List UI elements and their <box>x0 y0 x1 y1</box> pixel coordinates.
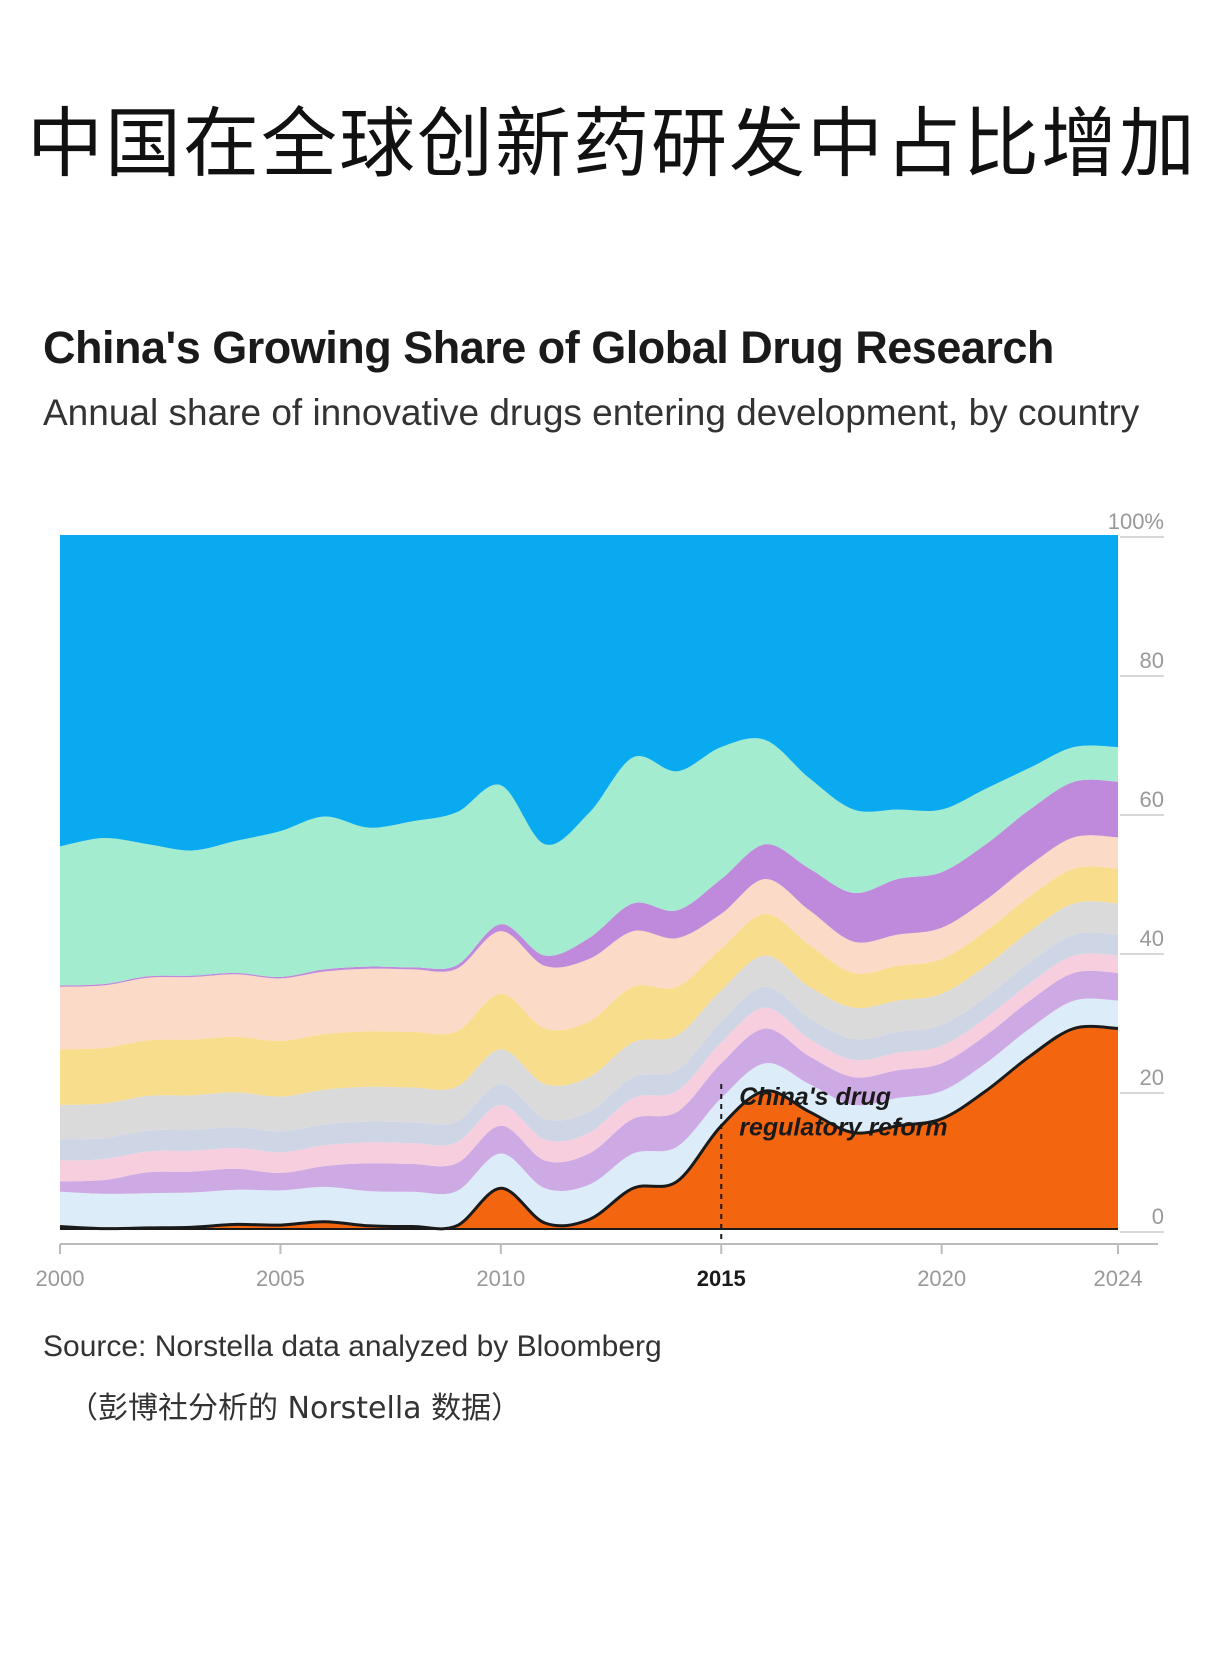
y-tick-label-60: 60 <box>1140 787 1164 812</box>
area-others <box>60 998 1118 1229</box>
y-tick-label-0: 0 <box>1152 1204 1164 1229</box>
chart-title: China's Growing Share of Global Drug Res… <box>43 322 1054 373</box>
y-tick-label-20: 20 <box>1140 1065 1164 1090</box>
area-layers <box>60 535 1118 1230</box>
series-labels: USEUUKJapanOthersSwitzerlandAustraliaCan… <box>739 1083 947 1142</box>
axes: 2000 2005 2010 2015 2020 2024 0 20 40 60 80 100% <box>36 509 1164 1291</box>
y-tick-label-80: 80 <box>1140 648 1164 673</box>
area-japan <box>60 866 1118 1105</box>
area-india <box>60 932 1118 1161</box>
china-outline-layer <box>59 1024 1119 1231</box>
x-tick-label-2015: 2015 <box>697 1266 746 1291</box>
x-tick-label-2005: 2005 <box>256 1266 305 1291</box>
annotation-line-2: regulatory reform <box>739 1113 947 1141</box>
area-switzerland <box>60 901 1118 1140</box>
chart-subtitle: Annual share of innovative drugs enterin… <box>43 392 1140 433</box>
area-china <box>60 1026 1118 1230</box>
y-tick-label-100%: 100% <box>1108 509 1164 534</box>
source-note: Source: Norstella data analyzed by Bloom… <box>43 1330 662 1363</box>
x-tick-label-2020: 2020 <box>917 1266 966 1291</box>
area-eu <box>60 738 1118 986</box>
area-australia <box>60 970 1118 1195</box>
headline: 中国在全球创新药研发中占比增加 <box>27 99 1197 188</box>
china-upper-outline <box>59 1024 1119 1231</box>
area-canada <box>60 953 1118 1182</box>
y-tick-label-40: 40 <box>1140 926 1164 951</box>
area-us <box>60 535 1118 851</box>
x-tick-label-2024: 2024 <box>1094 1266 1143 1291</box>
area-uk <box>60 835 1118 1050</box>
source-note-translation: （彭博社分析的 Norstella 数据） <box>68 1391 522 1426</box>
x-tick-label-2010: 2010 <box>476 1266 525 1291</box>
area-south-korea <box>60 779 1118 987</box>
annotation-line-1: China's drug <box>739 1083 891 1111</box>
x-tick-label-2000: 2000 <box>36 1266 85 1291</box>
